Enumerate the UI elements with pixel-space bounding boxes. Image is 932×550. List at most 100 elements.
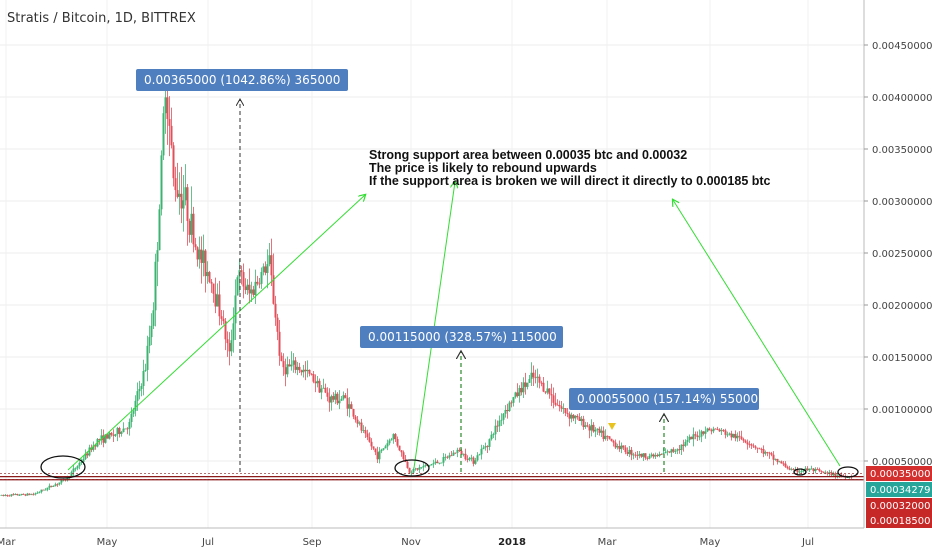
candle-body xyxy=(572,414,575,419)
candle-body xyxy=(146,345,149,370)
candle-body xyxy=(632,454,635,456)
candle-body xyxy=(714,428,717,430)
candle-body xyxy=(234,295,237,324)
candle-body xyxy=(648,456,651,459)
candle-body xyxy=(264,266,267,273)
candle-body xyxy=(692,434,695,440)
candle-body xyxy=(280,355,283,362)
candle-body xyxy=(682,444,685,446)
candle-body xyxy=(108,432,111,439)
time-axis[interactable]: Mar May Jul Sep Nov 2018 Mar May Jul xyxy=(0,537,814,548)
candle-body xyxy=(176,190,179,197)
candle-body xyxy=(256,281,259,284)
candle-body xyxy=(502,413,505,420)
candle-body xyxy=(772,454,775,460)
candle-body xyxy=(320,388,323,393)
price-axis[interactable]: 0.00450000 0.00400000 0.00350000 0.00300000… xyxy=(864,41,932,468)
candle-body xyxy=(528,378,531,383)
candle-body xyxy=(782,463,785,465)
candle-body xyxy=(712,428,715,432)
candle-body xyxy=(634,454,637,456)
candle-body xyxy=(544,391,547,393)
candle-body xyxy=(362,430,365,431)
candle-body xyxy=(510,402,513,404)
candle-body xyxy=(752,445,755,447)
candle-body xyxy=(380,449,383,452)
candle-body xyxy=(606,435,609,437)
candle-body xyxy=(290,364,293,367)
candle-body xyxy=(32,494,35,496)
candle-body xyxy=(660,453,663,455)
candle-body xyxy=(662,453,665,455)
candle-body xyxy=(812,468,815,472)
candle-body xyxy=(820,471,823,472)
candle-body xyxy=(552,395,555,403)
measure-label-box xyxy=(360,326,563,348)
candle-body xyxy=(598,428,601,433)
price-tags: 0.00035000 0.00034279 0.00032000 0.00018500 xyxy=(866,466,932,528)
candle-body xyxy=(360,422,363,431)
candle-body xyxy=(666,451,669,453)
candle-body xyxy=(672,449,675,452)
candle-body xyxy=(442,457,445,463)
candle-body xyxy=(520,387,523,393)
candle-body xyxy=(636,455,639,456)
candle-body xyxy=(486,446,489,447)
candle-body xyxy=(760,448,763,450)
grid xyxy=(0,0,864,528)
candle-body xyxy=(294,360,297,370)
candle-body xyxy=(222,318,225,322)
price-tag-label: 0.00034279 xyxy=(870,485,930,496)
candle-body xyxy=(594,429,597,432)
candle-body xyxy=(554,402,557,405)
candle-body xyxy=(524,382,527,387)
candle-body xyxy=(212,283,215,294)
candle-body xyxy=(148,337,151,346)
candle-body xyxy=(436,461,439,464)
x-tick-label: May xyxy=(700,537,721,548)
candle-body xyxy=(382,448,385,450)
candle-body xyxy=(584,425,587,427)
candle-body xyxy=(266,264,269,273)
candle-body xyxy=(124,428,127,430)
candle-body xyxy=(66,476,69,481)
candle-body xyxy=(356,419,359,424)
candle-body xyxy=(650,454,653,457)
x-tick-label: 2018 xyxy=(498,537,526,548)
candle-body xyxy=(684,441,687,446)
candle-body xyxy=(448,455,451,458)
x-tick-label: May xyxy=(97,537,118,548)
candle-body xyxy=(406,461,409,468)
candle-body xyxy=(122,428,125,433)
candle-body xyxy=(20,493,23,496)
candle-body xyxy=(488,439,491,447)
candle-body xyxy=(454,452,457,454)
candle-body xyxy=(276,317,279,332)
candle-body xyxy=(152,310,155,326)
candle-body xyxy=(214,293,217,307)
y-tick-label: 0.00250000 xyxy=(872,249,932,260)
candle-body xyxy=(84,453,87,460)
candle-body xyxy=(368,437,371,442)
candle-body xyxy=(230,340,233,352)
candle-body xyxy=(566,413,569,414)
price-tag-box xyxy=(866,498,932,513)
candle-body xyxy=(262,266,265,272)
candle-body xyxy=(638,453,641,456)
candle-body xyxy=(126,428,129,430)
candle-body xyxy=(140,386,143,389)
candle-body xyxy=(754,446,757,448)
candle-body xyxy=(430,464,433,466)
candle-body xyxy=(160,155,163,210)
candle-body xyxy=(100,435,103,441)
x-tick-label: Nov xyxy=(401,537,421,548)
candle-body xyxy=(52,485,55,487)
candle-body xyxy=(466,459,469,461)
candle-body xyxy=(558,405,561,407)
candle-body xyxy=(492,434,495,436)
candle-body xyxy=(576,415,579,418)
candle-body xyxy=(614,442,617,448)
candle-body xyxy=(376,452,379,460)
trend-arrow xyxy=(413,182,455,469)
